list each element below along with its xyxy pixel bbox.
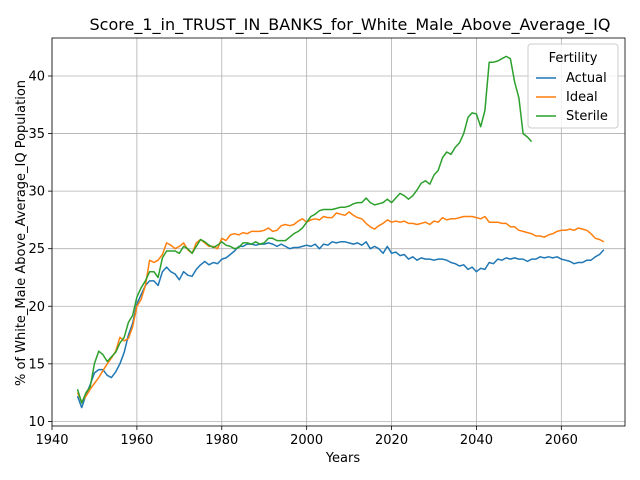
x-tick-label: 2060 xyxy=(545,433,578,448)
legend-entry-label: Sterile xyxy=(566,109,608,124)
grid xyxy=(51,38,625,426)
series-line-actual xyxy=(76,241,605,409)
y-tick-label: 35 xyxy=(28,127,45,142)
x-tick-label: 2040 xyxy=(460,433,493,448)
y-axis: 10 15 20 25 30 35 40 xyxy=(28,69,52,430)
x-axis-label: Years xyxy=(325,451,361,466)
y-tick-label: 20 xyxy=(28,300,45,315)
x-axis: 1940 1960 1980 2000 2020 2040 2060 xyxy=(35,426,578,448)
chart-title: Score_1_in_TRUST_IN_BANKS_for_White_Male… xyxy=(90,15,611,35)
y-tick-label: 30 xyxy=(28,185,45,200)
series-line-ideal xyxy=(76,211,605,403)
x-tick-label: 1940 xyxy=(35,433,68,448)
x-tick-label: 1980 xyxy=(205,433,238,448)
y-tick-label: 10 xyxy=(28,415,45,430)
series-layer xyxy=(76,55,605,409)
legend-title: Fertility xyxy=(549,51,598,66)
series-line-sterile xyxy=(76,55,533,404)
x-tick-label: 1960 xyxy=(120,433,153,448)
y-tick-label: 25 xyxy=(28,242,45,257)
y-axis-label: % of White_Male Above_Average_IQ Populat… xyxy=(14,80,29,386)
y-tick-label: 40 xyxy=(28,69,45,84)
legend: Fertility Actual Ideal Sterile xyxy=(527,43,619,129)
x-tick-label: 2020 xyxy=(375,433,408,448)
y-tick-label: 15 xyxy=(28,357,45,372)
legend-items: Actual Ideal Sterile xyxy=(536,71,608,124)
plot-frame xyxy=(51,37,626,427)
legend-entry-label: Ideal xyxy=(566,90,598,105)
legend-box xyxy=(527,43,619,129)
legend-entry-label: Actual xyxy=(566,71,607,86)
x-tick-label: 2000 xyxy=(290,433,323,448)
